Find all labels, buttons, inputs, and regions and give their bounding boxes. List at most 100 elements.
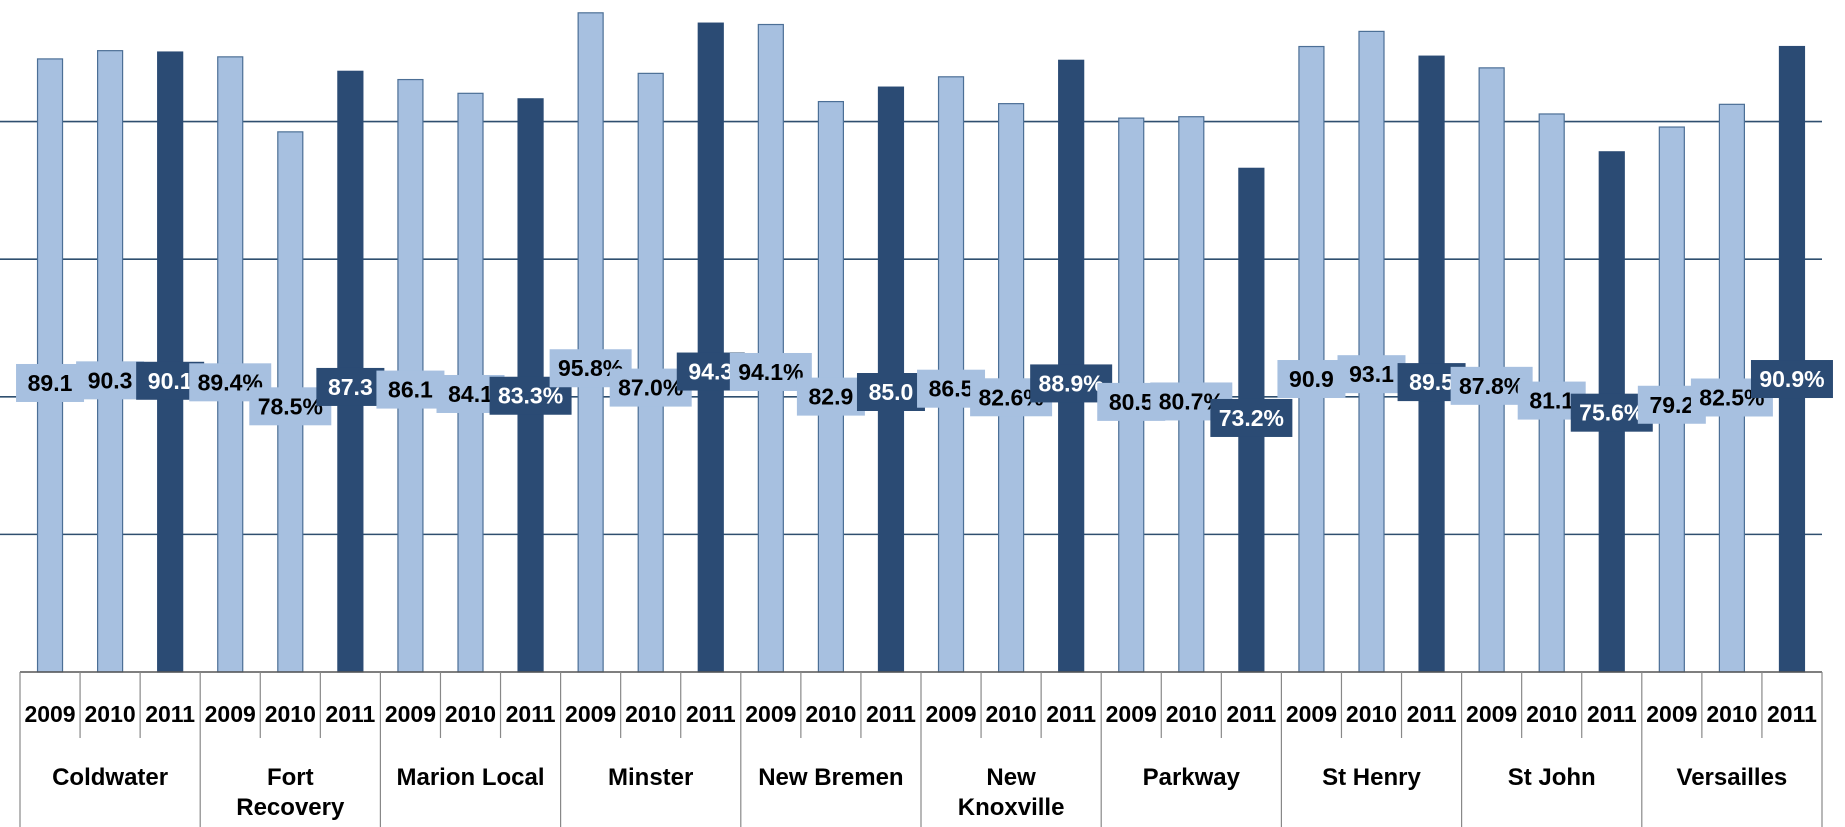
year-tick-label: 2011 [686, 701, 736, 727]
data-labels: 89.1 90.3 90.1 89.4%78.5%87.3 86.1 84.1 83.3%9… [16, 349, 1833, 437]
year-tick-label: 2011 [506, 701, 556, 727]
bar-new-bremen-2009 [757, 23, 784, 673]
data-label: 90.3 [76, 361, 145, 400]
data-label-text: 90.9% [1759, 366, 1824, 392]
year-tick-label: 2010 [625, 701, 676, 727]
year-tick-label: 2010 [1166, 701, 1217, 727]
category-label: Coldwater [52, 764, 168, 791]
category-label: Recovery [236, 794, 345, 821]
data-label-text: 73.2% [1219, 405, 1284, 431]
data-label-text: 90.1 [148, 368, 193, 394]
category-label: New Bremen [758, 764, 903, 791]
data-label-text: 80.5 [1109, 389, 1154, 415]
data-label-text: 90.3 [88, 367, 133, 393]
data-label-text: 89.5 [1409, 369, 1454, 395]
year-tick-label: 2010 [1346, 701, 1397, 727]
category-label: New [986, 764, 1036, 791]
data-label: 89.4% [189, 363, 272, 402]
year-tick-label: 2011 [145, 701, 195, 727]
data-label-box [1277, 360, 1346, 399]
data-label-text: 75.6% [1579, 400, 1644, 426]
data-label: 85.0 [856, 373, 925, 411]
data-label-box [1210, 398, 1293, 437]
category-label: Knoxville [958, 794, 1065, 821]
data-label: 73.2% [1210, 398, 1293, 437]
data-label-text: 89.1 [28, 370, 73, 396]
year-tick-label: 2011 [1407, 701, 1457, 727]
data-label-text: 86.1 [388, 377, 433, 403]
data-label: 90.9 [1277, 360, 1346, 399]
bars [36, 12, 1806, 673]
data-label-text: 94.1% [738, 359, 803, 385]
year-tick-label: 2010 [805, 701, 856, 727]
bar-minster-2011 [697, 22, 724, 673]
data-label: 90.9% [1750, 360, 1833, 399]
data-label-box [76, 361, 145, 400]
data-label-text: 84.1 [448, 381, 493, 407]
data-label-text: 87.0% [618, 375, 683, 401]
category-label: Fort [267, 764, 314, 791]
data-label-text: 94.3 [688, 359, 733, 385]
bar-minster-2009 [577, 12, 604, 673]
category-label: Parkway [1143, 764, 1241, 791]
year-tick-label: 2011 [1046, 701, 1096, 727]
year-tick-label: 2011 [866, 701, 916, 727]
bar-st-henry-2009 [1298, 45, 1325, 673]
data-label-text: 87.3 [328, 374, 373, 400]
bar-versailles-2011 [1778, 45, 1806, 673]
year-tick-label: 2009 [565, 701, 616, 727]
year-tick-label: 2011 [1226, 701, 1276, 727]
year-tick-label: 2009 [385, 701, 436, 727]
data-label-box [316, 367, 385, 406]
data-label: 93.1 [1337, 355, 1406, 394]
year-tick-label: 2009 [1286, 701, 1337, 727]
year-tick-label: 2009 [925, 701, 976, 727]
bar-coldwater-2010 [96, 50, 124, 673]
data-label: 86.1 [376, 370, 445, 409]
data-label-text: 87.8% [1459, 373, 1524, 399]
data-label-box [376, 370, 445, 409]
data-label-text: 82.9 [809, 384, 854, 410]
x-axis-labels: 2009 2010 2011 Coldwater 2009 2010 2011 Fort Rec… [19, 672, 1823, 827]
data-label-text: 90.9 [1289, 366, 1334, 392]
data-label: 82.9 [796, 377, 865, 416]
data-label-box [1750, 360, 1833, 399]
year-tick-label: 2010 [265, 701, 316, 727]
year-tick-label: 2010 [986, 701, 1037, 727]
data-label-text: 85.0 [869, 379, 914, 405]
year-tick-label: 2009 [1466, 701, 1517, 727]
data-label-text: 81.1 [1529, 388, 1574, 414]
data-label-box [856, 373, 925, 411]
year-tick-label: 2011 [325, 701, 375, 727]
year-tick-label: 2009 [24, 701, 75, 727]
data-label-text: 93.1 [1349, 361, 1394, 387]
data-label: 94.1% [729, 352, 812, 391]
data-label-text: 79.2 [1649, 392, 1694, 418]
year-tick-label: 2009 [1646, 701, 1697, 727]
data-label: 89.1 [16, 363, 85, 402]
data-label-box [16, 363, 85, 402]
data-label: 87.3 [316, 367, 385, 406]
year-tick-label: 2009 [1106, 701, 1157, 727]
year-tick-label: 2010 [445, 701, 496, 727]
category-label: Versailles [1677, 764, 1788, 791]
year-tick-label: 2011 [1587, 701, 1637, 727]
category-label: Minster [608, 764, 693, 791]
data-label-text: 88.9% [1039, 370, 1104, 396]
data-label-text: 78.5% [258, 393, 323, 419]
year-tick-label: 2010 [1706, 701, 1757, 727]
category-label: St John [1508, 764, 1596, 791]
category-label: Marion Local [396, 764, 544, 791]
year-tick-label: 2010 [85, 701, 136, 727]
bar-st-henry-2010 [1358, 30, 1385, 673]
year-tick-label: 2009 [745, 701, 796, 727]
year-tick-label: 2009 [205, 701, 256, 727]
data-label-text: 86.5 [929, 376, 974, 402]
data-label-box [796, 377, 865, 416]
year-tick-label: 2011 [1767, 701, 1817, 727]
data-label-box [1337, 355, 1406, 394]
category-label: St Henry [1322, 764, 1421, 791]
year-tick-label: 2010 [1526, 701, 1577, 727]
